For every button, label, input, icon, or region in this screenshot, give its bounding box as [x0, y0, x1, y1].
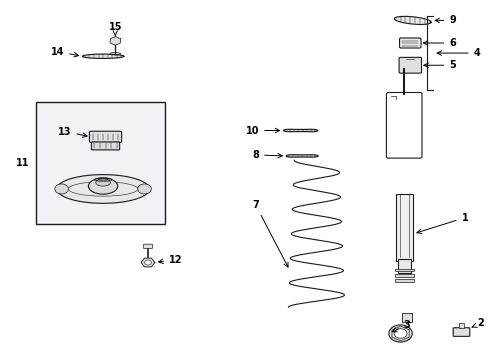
FancyBboxPatch shape	[399, 38, 420, 48]
Bar	[36, 102, 164, 224]
Bar	[394, 274, 413, 277]
Circle shape	[55, 184, 68, 194]
Circle shape	[388, 325, 411, 342]
FancyBboxPatch shape	[395, 194, 412, 261]
Ellipse shape	[88, 178, 118, 194]
Text: 3: 3	[391, 320, 409, 332]
FancyBboxPatch shape	[386, 93, 421, 158]
Bar	[394, 269, 413, 271]
Text: 4: 4	[436, 48, 479, 58]
Text: 6: 6	[423, 38, 455, 48]
Circle shape	[144, 260, 151, 265]
FancyBboxPatch shape	[143, 244, 152, 248]
Circle shape	[138, 184, 151, 194]
Polygon shape	[141, 258, 155, 267]
Text: 8: 8	[252, 150, 282, 160]
FancyBboxPatch shape	[452, 328, 469, 336]
Ellipse shape	[110, 53, 121, 55]
Bar	[397, 259, 410, 273]
Polygon shape	[57, 175, 149, 203]
Text: 14: 14	[50, 46, 79, 57]
FancyBboxPatch shape	[398, 57, 421, 73]
FancyBboxPatch shape	[89, 131, 122, 142]
Polygon shape	[393, 17, 430, 24]
Text: 5: 5	[423, 60, 455, 70]
Bar	[458, 323, 463, 328]
Text: 15: 15	[108, 22, 122, 32]
Bar	[394, 279, 413, 282]
Text: 11: 11	[16, 158, 29, 168]
Polygon shape	[110, 37, 120, 45]
FancyBboxPatch shape	[91, 142, 120, 150]
Polygon shape	[283, 129, 317, 132]
Bar	[401, 313, 411, 321]
Ellipse shape	[96, 179, 110, 186]
Text: 12: 12	[158, 255, 182, 265]
Text: 9: 9	[434, 15, 455, 26]
Text: 10: 10	[245, 126, 279, 135]
Text: 13: 13	[58, 127, 87, 138]
Polygon shape	[285, 155, 317, 157]
Text: 2: 2	[471, 319, 483, 328]
Text: 7: 7	[252, 200, 287, 267]
Text: 1: 1	[416, 213, 468, 234]
Polygon shape	[82, 54, 123, 58]
Circle shape	[393, 329, 406, 338]
